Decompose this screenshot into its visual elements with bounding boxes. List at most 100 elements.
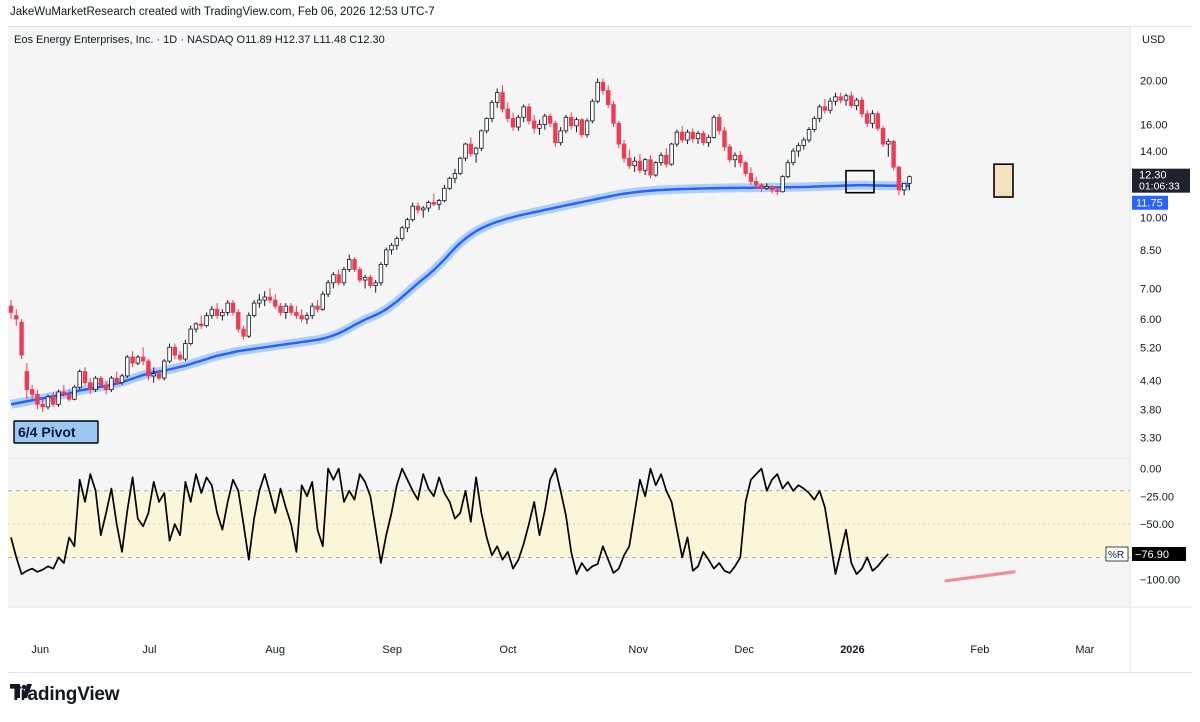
candle-body[interactable] xyxy=(362,276,368,281)
candle-body[interactable] xyxy=(727,146,732,161)
candle-body[interactable] xyxy=(732,154,738,161)
candle-body[interactable] xyxy=(193,323,199,330)
candle-body[interactable] xyxy=(833,96,838,102)
candle-body[interactable] xyxy=(896,166,902,191)
candle-body[interactable] xyxy=(495,92,500,103)
candle-body[interactable] xyxy=(785,162,791,178)
candle-body[interactable] xyxy=(415,205,421,211)
candle-body[interactable] xyxy=(336,274,341,284)
candle-body[interactable] xyxy=(447,177,452,189)
candle-body[interactable] xyxy=(753,181,759,186)
candle-body[interactable] xyxy=(627,157,632,167)
candle-body[interactable] xyxy=(658,154,664,164)
candle-body[interactable] xyxy=(547,115,553,124)
candle-body[interactable] xyxy=(669,143,674,165)
candle-body[interactable] xyxy=(584,120,590,136)
candle-body[interactable] xyxy=(431,202,436,205)
candle-body[interactable] xyxy=(273,299,278,307)
candle-body[interactable] xyxy=(114,377,119,384)
candle-body[interactable] xyxy=(854,99,859,107)
candle-body[interactable] xyxy=(748,173,754,182)
candle-body[interactable] xyxy=(436,200,442,205)
candle-body[interactable] xyxy=(156,373,162,379)
candle-body[interactable] xyxy=(19,321,24,356)
candle-body[interactable] xyxy=(384,249,389,265)
candle-body[interactable] xyxy=(82,371,88,384)
candle-body[interactable] xyxy=(241,328,246,337)
candle-body[interactable] xyxy=(880,127,886,145)
candle-body[interactable] xyxy=(537,124,542,129)
candle-body[interactable] xyxy=(563,116,569,132)
candle-body[interactable] xyxy=(236,312,241,330)
candle-body[interactable] xyxy=(162,360,167,379)
candle-body[interactable] xyxy=(262,296,267,301)
candle-body[interactable] xyxy=(458,157,463,174)
candle-body[interactable] xyxy=(29,389,35,395)
candle-body[interactable] xyxy=(521,106,526,118)
candle-body[interactable] xyxy=(553,122,558,144)
candle-body[interactable] xyxy=(637,160,643,171)
candle-body[interactable] xyxy=(442,187,447,202)
candle-body[interactable] xyxy=(109,377,114,390)
candle-body[interactable] xyxy=(822,106,828,111)
candle-body[interactable] xyxy=(574,119,579,127)
candle-body[interactable] xyxy=(648,159,653,176)
candle-body[interactable] xyxy=(35,393,40,405)
candle-body[interactable] xyxy=(40,403,45,408)
candle-body[interactable] xyxy=(283,305,289,313)
candle-body[interactable] xyxy=(310,305,315,317)
candle-body[interactable] xyxy=(140,356,146,362)
candle-body[interactable] xyxy=(146,360,151,377)
candle-body[interactable] xyxy=(172,346,178,356)
candle-body[interactable] xyxy=(66,393,72,400)
candle-body[interactable] xyxy=(24,371,30,390)
candle-body[interactable] xyxy=(796,145,801,152)
candle-body[interactable] xyxy=(103,384,109,390)
candle-body[interactable] xyxy=(532,120,537,129)
candle-body[interactable] xyxy=(806,129,812,141)
candle-body[interactable] xyxy=(125,356,130,377)
candle-body[interactable] xyxy=(209,308,215,317)
candle-body[interactable] xyxy=(579,119,584,136)
candle-body[interactable] xyxy=(664,154,669,165)
candle-body[interactable] xyxy=(214,308,220,317)
candle-body[interactable] xyxy=(838,96,843,101)
candle-body[interactable] xyxy=(72,386,77,400)
candle-body[interactable] xyxy=(859,99,865,115)
candle-body[interactable] xyxy=(304,315,310,320)
candle-body[interactable] xyxy=(315,305,320,310)
candle-body[interactable] xyxy=(130,356,135,364)
candle-body[interactable] xyxy=(199,323,204,327)
candle-body[interactable] xyxy=(600,81,606,91)
candle-body[interactable] xyxy=(674,131,680,145)
candle-body[interactable] xyxy=(352,259,357,270)
candle-body[interactable] xyxy=(151,373,156,377)
candle-body[interactable] xyxy=(891,140,896,168)
candle-body[interactable] xyxy=(817,106,822,119)
candle-body[interactable] xyxy=(827,100,833,111)
candle-body[interactable] xyxy=(452,173,458,179)
candle-body[interactable] xyxy=(606,90,611,105)
candle-body[interactable] xyxy=(325,282,331,295)
candle-body[interactable] xyxy=(246,315,252,337)
candle-body[interactable] xyxy=(907,176,912,184)
candle-body[interactable] xyxy=(764,186,769,189)
candle-body[interactable] xyxy=(45,396,51,408)
candle-body[interactable] xyxy=(780,176,785,193)
candle-body[interactable] xyxy=(790,150,796,164)
brand[interactable]: TradingView xyxy=(10,684,120,706)
candle-body[interactable] xyxy=(849,95,854,107)
candle-body[interactable] xyxy=(886,140,891,145)
candle-body[interactable] xyxy=(701,133,706,144)
candle-body[interactable] xyxy=(679,131,685,141)
candle-body[interactable] xyxy=(769,186,775,191)
candle-body[interactable] xyxy=(743,162,748,174)
candle-body[interactable] xyxy=(479,130,484,149)
candle-body[interactable] xyxy=(870,113,875,124)
chart-svg[interactable]: Eos Energy Enterprises, Inc. · 1D · NASD… xyxy=(8,27,1192,672)
candle-body[interactable] xyxy=(373,282,378,286)
candle-body[interactable] xyxy=(220,312,225,317)
candle-body[interactable] xyxy=(643,159,648,171)
candle-body[interactable] xyxy=(288,305,294,313)
candle-body[interactable] xyxy=(357,269,363,281)
